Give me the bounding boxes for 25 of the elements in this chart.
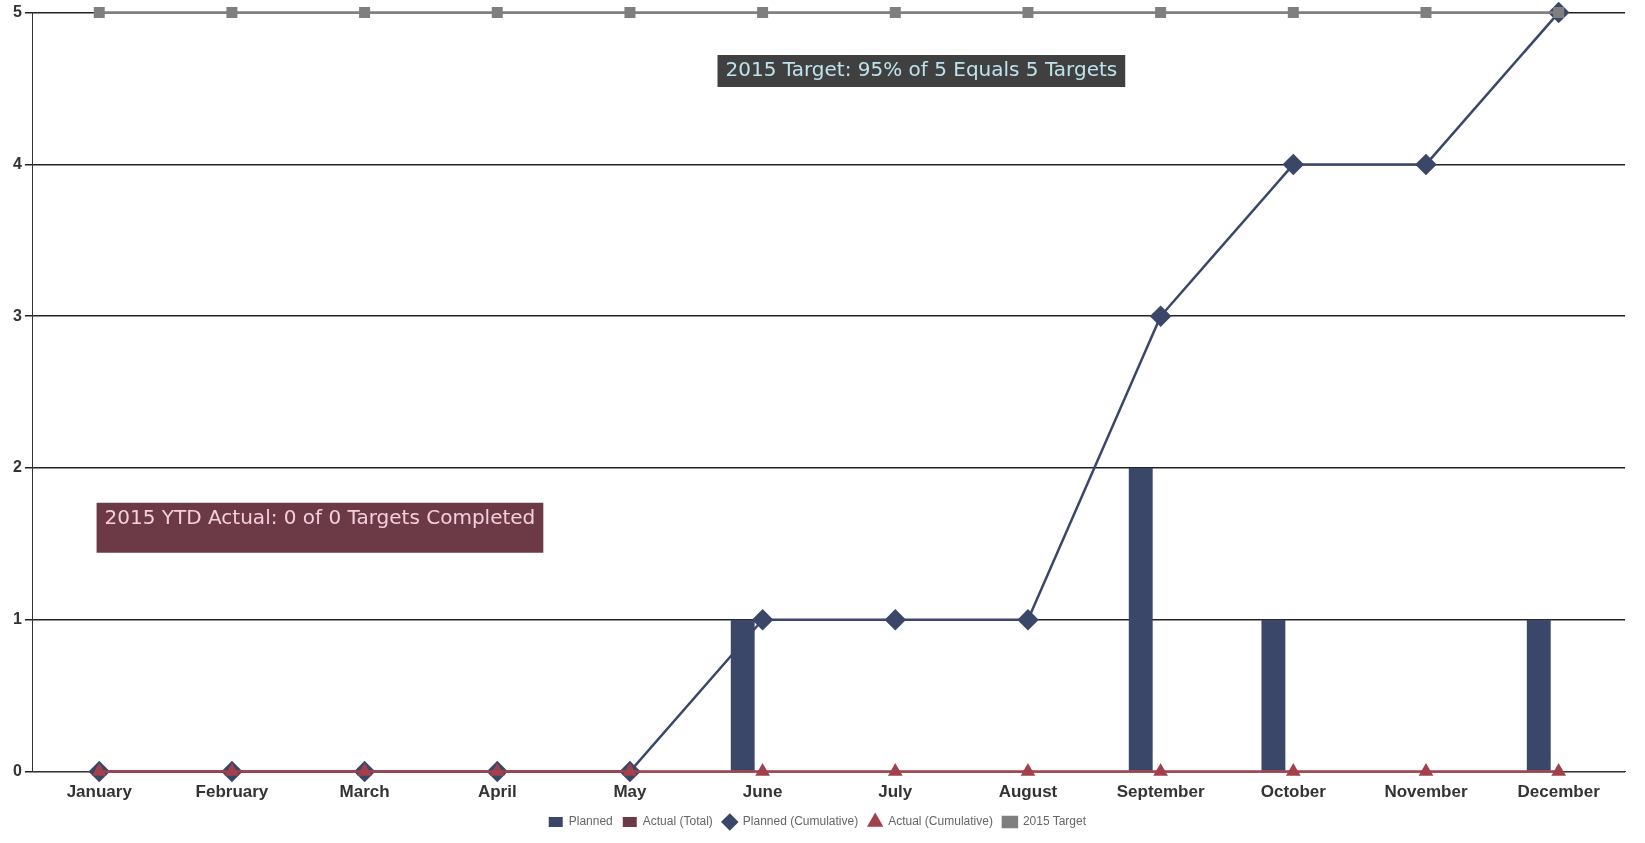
y-tick-label: 0 [12, 762, 22, 780]
x-tick-label: June [742, 782, 783, 802]
x-tick-label: December [1517, 782, 1601, 802]
x-tick-label: October [1260, 782, 1327, 802]
x-tick-label: April [477, 782, 517, 802]
x-tick-label: February [195, 782, 269, 802]
x-tick-label: July [878, 782, 913, 802]
y-tick-label: 2 [12, 458, 22, 476]
legend-label: Planned [568, 814, 613, 829]
legend-label: Actual (Cumulative) [888, 814, 993, 829]
annotation: 2015 Target: 95% of 5 Equals 5 Targets [725, 57, 1118, 82]
x-tick-label: September [1116, 782, 1205, 802]
x-tick-label: November [1384, 782, 1468, 802]
legend-label: 2015 Target [1022, 814, 1087, 829]
x-tick-label: August [998, 782, 1058, 802]
x-tick-label: May [613, 782, 648, 802]
x-tick-label: March [339, 782, 390, 802]
y-tick-label: 4 [12, 154, 22, 172]
y-tick-label: 5 [12, 3, 22, 21]
y-tick-label: 3 [12, 306, 22, 324]
x-tick-label: January [66, 782, 133, 802]
annotation: 2015 YTD Actual: 0 of 0 Targets Completed [104, 504, 536, 529]
legend-label: Planned (Cumulative) [742, 814, 859, 829]
legend-label: Actual (Total) [642, 814, 713, 829]
y-tick-label: 1 [12, 610, 22, 628]
